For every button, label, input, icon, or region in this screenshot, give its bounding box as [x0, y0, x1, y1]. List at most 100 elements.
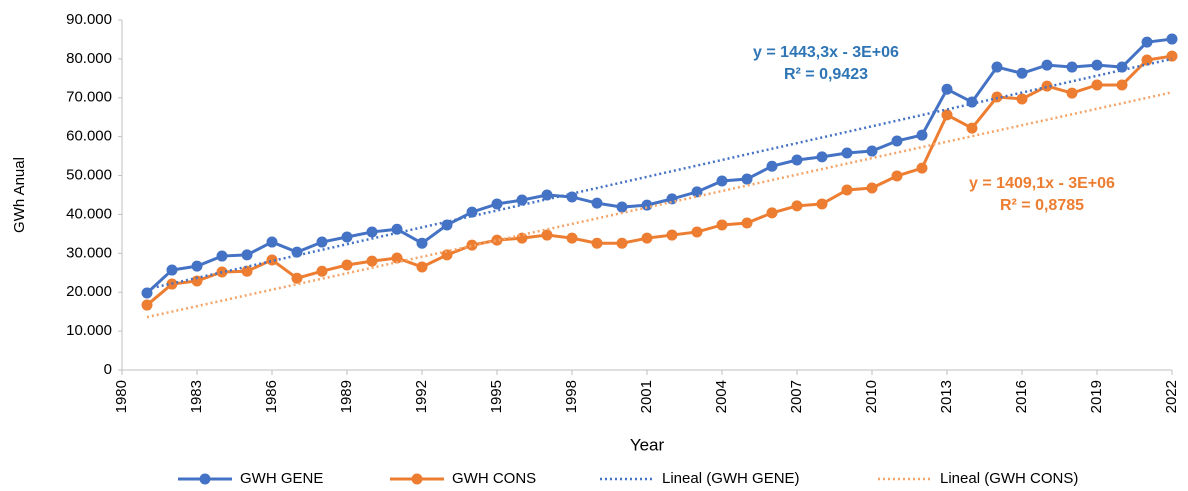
- data-point: [766, 207, 778, 219]
- trend-line: [146, 57, 1173, 291]
- data-point: [1091, 79, 1103, 91]
- x-tick-label: 2010: [863, 380, 880, 413]
- y-axis-label: GWh Anual: [11, 157, 28, 233]
- data-point: [716, 219, 728, 231]
- data-point: [816, 151, 828, 163]
- data-point: [916, 162, 928, 174]
- data-point: [791, 154, 803, 166]
- data-point: [516, 232, 528, 244]
- data-point: [866, 145, 878, 157]
- data-point: [516, 194, 528, 206]
- data-point: [1066, 61, 1078, 73]
- data-point: [366, 226, 378, 238]
- data-point: [791, 200, 803, 212]
- data-point: [366, 255, 378, 267]
- data-point: [941, 109, 953, 121]
- data-point: [891, 170, 903, 182]
- y-tick-label: 30.000: [66, 244, 112, 261]
- y-tick-label: 70.000: [66, 89, 112, 106]
- data-point: [191, 260, 203, 272]
- x-tick-label: 2007: [788, 380, 805, 413]
- y-tick-label: 10.000: [66, 322, 112, 339]
- data-point: [816, 198, 828, 210]
- data-point: [966, 96, 978, 108]
- data-point: [991, 61, 1003, 73]
- data-point: [291, 246, 303, 258]
- x-tick-label: 2013: [938, 380, 955, 413]
- y-tick-label: 40.000: [66, 205, 112, 222]
- data-point: [866, 182, 878, 194]
- legend-label: Lineal (GWH GENE): [662, 470, 800, 487]
- data-point: [741, 217, 753, 229]
- data-point: [216, 250, 228, 262]
- data-point: [391, 252, 403, 264]
- data-point: [1041, 59, 1053, 71]
- data-point: [141, 299, 153, 311]
- data-point: [1066, 87, 1078, 99]
- data-point: [316, 265, 328, 277]
- annotation: y = 1443,3x - 3E+06: [753, 44, 899, 61]
- y-tick-label: 20.000: [66, 283, 112, 300]
- data-point: [541, 189, 553, 201]
- x-tick-label: 1983: [188, 380, 205, 413]
- x-tick-label: 2019: [1088, 380, 1105, 413]
- data-point: [391, 223, 403, 235]
- y-tick-label: 50.000: [66, 167, 112, 184]
- data-point: [641, 199, 653, 211]
- data-point: [766, 160, 778, 172]
- data-point: [166, 264, 178, 276]
- data-point: [1141, 54, 1153, 66]
- x-tick-label: 2016: [1013, 380, 1030, 413]
- data-point: [566, 232, 578, 244]
- y-tick-label: 60.000: [66, 128, 112, 145]
- legend-marker: [199, 473, 211, 485]
- data-point: [1166, 33, 1178, 45]
- annotation: y = 1409,1x - 3E+06: [969, 175, 1115, 192]
- legend-label: GWH CONS: [452, 470, 536, 487]
- x-tick-label: 1995: [488, 380, 505, 413]
- data-point: [666, 193, 678, 205]
- data-point: [891, 135, 903, 147]
- data-point: [591, 237, 603, 249]
- x-tick-label: 1986: [263, 380, 280, 413]
- data-point: [1166, 50, 1178, 62]
- y-tick-label: 90.000: [66, 11, 112, 28]
- data-point: [916, 129, 928, 141]
- data-point: [841, 184, 853, 196]
- x-tick-label: 2001: [638, 380, 655, 413]
- data-point: [566, 191, 578, 203]
- x-tick-label: 1989: [338, 380, 355, 413]
- annotation: R² = 0,9423: [784, 66, 868, 83]
- data-point: [266, 254, 278, 266]
- x-tick-label: 1998: [563, 380, 580, 413]
- y-tick-label: 0: [104, 361, 112, 378]
- data-point: [316, 236, 328, 248]
- data-point: [266, 236, 278, 248]
- data-point: [466, 239, 478, 251]
- data-point: [441, 249, 453, 261]
- data-point: [1091, 59, 1103, 71]
- data-point: [741, 173, 753, 185]
- x-axis-label: Year: [630, 435, 665, 454]
- data-point: [616, 237, 628, 249]
- data-point: [291, 272, 303, 284]
- legend-label: GWH GENE: [240, 470, 323, 487]
- x-tick-label: 1980: [113, 380, 130, 413]
- annotation: R² = 0,8785: [1000, 197, 1084, 214]
- data-point: [541, 229, 553, 241]
- data-point: [241, 265, 253, 277]
- data-point: [666, 229, 678, 241]
- data-point: [416, 237, 428, 249]
- data-point: [941, 83, 953, 95]
- data-point: [591, 197, 603, 209]
- data-point: [1016, 93, 1028, 105]
- x-tick-label: 2022: [1163, 380, 1180, 413]
- legend-marker: [411, 473, 423, 485]
- data-point: [966, 122, 978, 134]
- data-point: [1016, 67, 1028, 79]
- data-point: [341, 259, 353, 271]
- data-point: [1141, 36, 1153, 48]
- data-point: [141, 287, 153, 299]
- x-tick-label: 1992: [413, 380, 430, 413]
